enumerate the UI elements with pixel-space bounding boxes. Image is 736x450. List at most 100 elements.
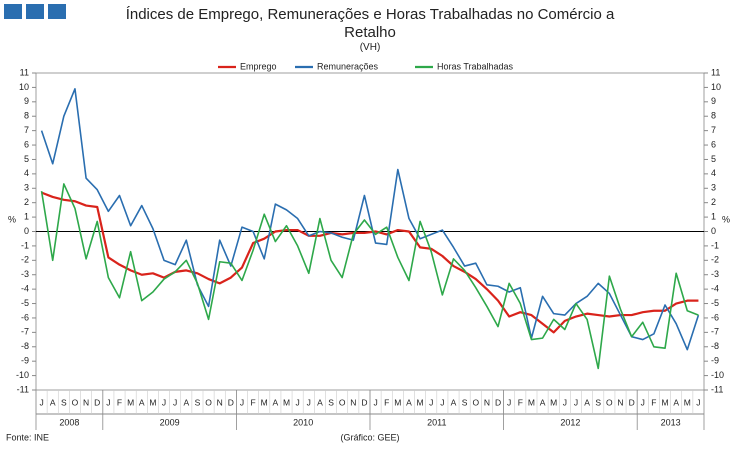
x-tick-label: O	[205, 397, 212, 407]
y-tick-label: 0	[24, 226, 29, 236]
x-tick-label: J	[373, 397, 377, 407]
y2-tick-label: 7	[711, 125, 716, 135]
y-tick-label: -7	[21, 327, 29, 337]
y-tick-label: -5	[21, 298, 29, 308]
y-tick-label: -2	[21, 255, 29, 265]
y-tick-label: 11	[20, 67, 29, 77]
y-tick-label: 3	[24, 183, 29, 193]
x-tick-label: A	[540, 397, 546, 407]
x-tick-label: F	[250, 397, 255, 407]
x-tick-label: M	[550, 397, 557, 407]
legend-label: Remunerações	[317, 61, 379, 71]
year-label: 2011	[427, 417, 446, 427]
y-tick-label: 7	[24, 125, 29, 135]
y-tick-label: 9	[24, 96, 29, 106]
legend-label: Horas Trabalhadas	[437, 61, 514, 71]
x-tick-label: D	[228, 397, 234, 407]
y2-tick-label: 1	[711, 211, 716, 221]
series-line	[40, 183, 699, 370]
y2-axis-label: %	[722, 214, 730, 224]
source: Fonte: INE	[6, 432, 49, 442]
x-tick-label: F	[651, 397, 656, 407]
x-tick-label: M	[417, 397, 424, 407]
y2-tick-label: -3	[711, 269, 719, 279]
year-label: 2008	[59, 417, 79, 427]
y-tick-label: -11	[17, 384, 29, 394]
x-tick-label: A	[273, 397, 279, 407]
x-tick-label: D	[361, 397, 367, 407]
y2-tick-label: 6	[711, 139, 716, 149]
x-tick-label: J	[307, 397, 311, 407]
x-tick-label: A	[317, 397, 323, 407]
x-tick-label: O	[472, 397, 479, 407]
y2-tick-label: 0	[711, 226, 716, 236]
y-tick-label: -6	[21, 312, 29, 322]
y2-tick-label: -10	[711, 370, 724, 380]
x-tick-label: S	[595, 397, 601, 407]
logo-block	[4, 4, 22, 19]
x-tick-label: M	[127, 397, 134, 407]
x-tick-label: J	[507, 397, 511, 407]
x-tick-label: J	[563, 397, 567, 407]
x-tick-label: O	[72, 397, 79, 407]
y2-tick-label: 11	[711, 67, 720, 77]
x-tick-label: J	[296, 397, 300, 407]
y2-tick-label: -7	[711, 327, 719, 337]
x-tick-label: J	[39, 397, 43, 407]
y2-tick-label: 4	[711, 168, 716, 178]
x-tick-label: M	[684, 397, 691, 407]
x-tick-label: A	[584, 397, 590, 407]
x-tick-label: M	[283, 397, 290, 407]
y-tick-label: -9	[21, 356, 29, 366]
x-tick-label: N	[217, 397, 223, 407]
x-tick-label: J	[641, 397, 645, 407]
y-tick-label: 5	[24, 154, 29, 164]
chart-subtitle: (VH)	[359, 42, 381, 53]
logo-block	[26, 4, 44, 19]
y-tick-label: -10	[16, 370, 29, 380]
x-tick-label: N	[484, 397, 490, 407]
year-label: 2012	[560, 417, 580, 427]
x-tick-label: N	[617, 397, 623, 407]
x-tick-label: M	[261, 397, 268, 407]
y-tick-label: 8	[24, 111, 29, 121]
x-tick-label: F	[518, 397, 523, 407]
y2-tick-label: -6	[711, 312, 719, 322]
y-tick-label: 4	[24, 168, 29, 178]
y2-tick-label: 8	[711, 111, 716, 121]
series-line	[41, 191, 699, 334]
x-tick-label: A	[406, 397, 412, 407]
year-label: 2010	[293, 417, 313, 427]
x-tick-label: J	[240, 397, 244, 407]
y-tick-label: 6	[24, 139, 29, 149]
x-tick-label: A	[673, 397, 679, 407]
x-tick-label: J	[106, 397, 110, 407]
x-tick-label: S	[61, 397, 67, 407]
y2-tick-label: 2	[711, 197, 716, 207]
x-tick-label: A	[183, 397, 189, 407]
y2-tick-label: 10	[711, 82, 721, 92]
credit: (Gráfico: GEE)	[340, 432, 399, 442]
x-tick-label: F	[117, 397, 122, 407]
x-tick-label: O	[339, 397, 346, 407]
legend-label: Emprego	[240, 61, 277, 71]
x-tick-label: N	[350, 397, 356, 407]
x-tick-label: M	[149, 397, 156, 407]
y2-tick-label: 3	[711, 183, 716, 193]
x-tick-label: N	[83, 397, 89, 407]
y-tick-label: -4	[21, 284, 29, 294]
x-tick-label: J	[162, 397, 166, 407]
y-tick-label: 1	[24, 211, 29, 221]
y-axis-label: %	[8, 214, 16, 224]
year-label: 2013	[661, 417, 681, 427]
y2-tick-label: -8	[711, 341, 719, 351]
x-tick-label: M	[661, 397, 668, 407]
y2-tick-label: -9	[711, 356, 719, 366]
x-tick-label: A	[139, 397, 145, 407]
x-tick-label: D	[495, 397, 501, 407]
x-tick-label: A	[50, 397, 56, 407]
y2-tick-label: 5	[711, 154, 716, 164]
x-tick-label: M	[528, 397, 535, 407]
